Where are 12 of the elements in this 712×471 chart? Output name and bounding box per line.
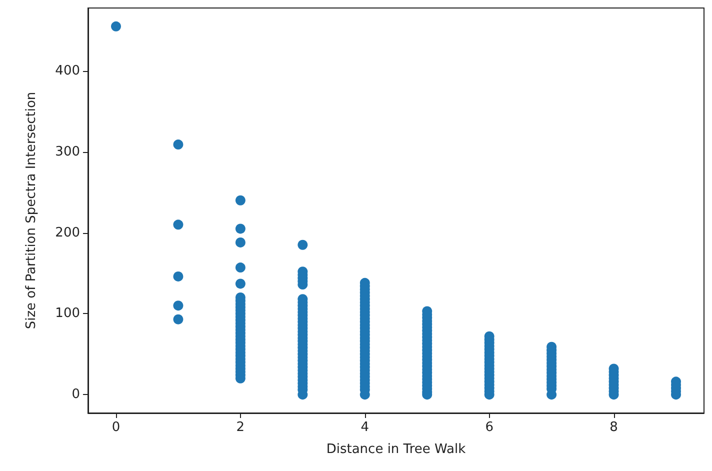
y-tick-label: 300	[55, 144, 80, 160]
x-tick-label: 4	[360, 420, 370, 435]
x-tick-label: 8	[610, 420, 618, 435]
y-axis-title: Size of Partition Spectra Intersection	[24, 92, 39, 330]
x-tick-label: 6	[485, 420, 494, 435]
x-axis-title: Distance in Tree Walk	[326, 442, 466, 457]
y-tick-label: 400	[55, 63, 80, 78]
y-tick-label: 100	[55, 306, 80, 322]
y-tick-label: 200	[55, 225, 80, 240]
y-tick-label: 0	[72, 387, 80, 402]
x-tick-label: 0	[112, 420, 120, 435]
x-tick-label: 2	[236, 420, 245, 435]
